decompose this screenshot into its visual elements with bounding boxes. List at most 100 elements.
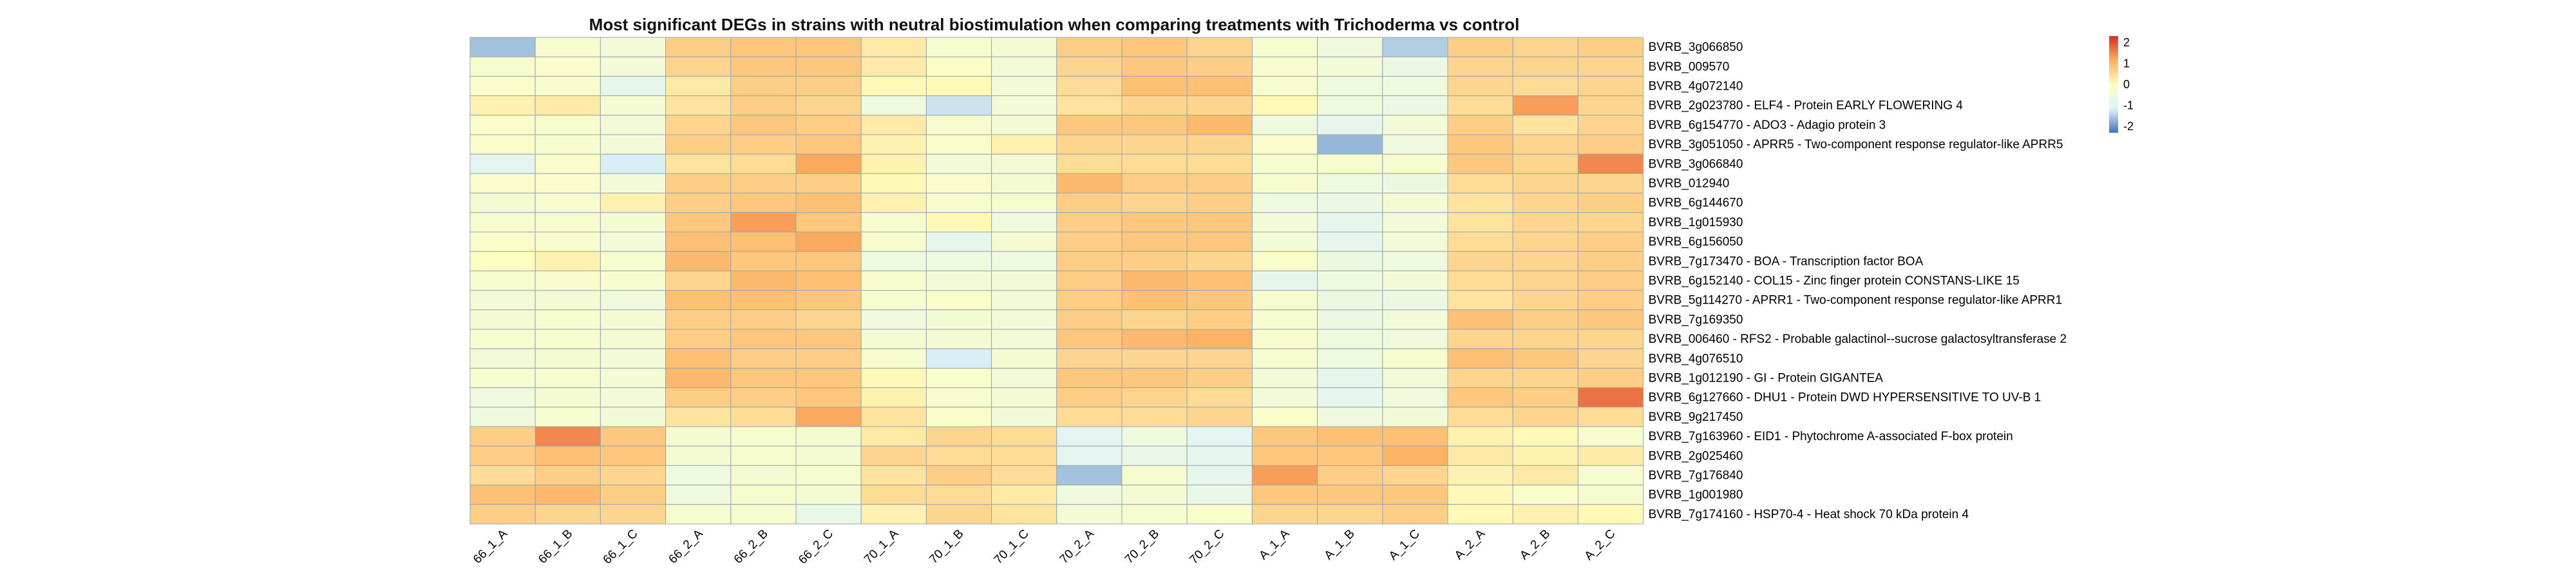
heatmap-cell <box>1577 348 1644 369</box>
heatmap-cell <box>600 75 667 97</box>
heatmap-cell <box>1251 173 1318 194</box>
heatmap-cell <box>925 465 992 486</box>
heatmap-cell <box>1577 37 1644 57</box>
heatmap-cell <box>795 153 862 174</box>
heatmap-cell <box>665 426 732 447</box>
heatmap-cell <box>1577 387 1644 408</box>
heatmap-cell <box>600 95 667 116</box>
heatmap-cell <box>730 251 797 271</box>
heatmap-cell <box>730 115 797 135</box>
row-labels: BVRB_3g066850 BVRB_009570 BVRB_4g072140 BVR… <box>1649 41 2067 521</box>
heatmap-cell <box>1251 115 1318 135</box>
heatmap-cell <box>1512 504 1578 525</box>
heatmap-cell <box>1121 37 1188 57</box>
heatmap-cell <box>1382 290 1448 311</box>
row-label: BVRB_7g174160 - HSP70-4 - Heat shock 70 … <box>1649 508 1969 521</box>
heatmap-cell <box>665 465 732 486</box>
heatmap-cell <box>600 485 667 505</box>
heatmap-cell <box>991 270 1057 291</box>
heatmap-cell <box>1121 504 1188 525</box>
heatmap-cell <box>860 153 927 174</box>
heatmap-cell <box>991 134 1057 155</box>
heatmap-cell <box>1056 37 1122 57</box>
heatmap-cell <box>1447 56 1513 77</box>
heatmap-cell <box>1577 407 1644 427</box>
heatmap-cell <box>535 290 601 311</box>
heatmap-cell <box>535 407 601 427</box>
heatmap-cell <box>730 231 797 252</box>
heatmap-cell <box>1186 329 1253 349</box>
heatmap-cell <box>535 367 601 389</box>
heatmap-cell <box>795 173 862 194</box>
heatmap-cell <box>665 193 732 213</box>
heatmap-cell <box>730 329 797 349</box>
heatmap-cell <box>1447 115 1513 135</box>
heatmap-cell <box>600 115 667 135</box>
heatmap-cell <box>1577 485 1644 505</box>
heatmap-cell <box>469 37 536 57</box>
heatmap-cell <box>795 348 862 369</box>
heatmap-cell <box>1056 251 1122 271</box>
heatmap-cell <box>1056 134 1122 155</box>
heatmap-cell <box>1056 231 1122 252</box>
heatmap-cell <box>925 329 992 349</box>
heatmap-cell <box>925 193 992 213</box>
heatmap-cell <box>1186 290 1253 311</box>
heatmap-cell <box>1317 426 1383 447</box>
heatmap-cell <box>730 465 797 486</box>
heatmap-cell <box>730 212 797 233</box>
heatmap-cell <box>1577 95 1644 116</box>
heatmap-cell <box>1382 445 1448 466</box>
heatmap-cell <box>925 75 992 97</box>
heatmap-cell <box>1056 95 1122 116</box>
heatmap-cell <box>925 173 992 194</box>
heatmap-cell <box>1447 329 1513 349</box>
legend-tick-label: 0 <box>2123 78 2130 91</box>
heatmap-cell <box>860 290 927 311</box>
legend-tick-label: 1 <box>2123 57 2130 70</box>
heatmap-cell <box>1121 367 1188 389</box>
heatmap-cell <box>1382 387 1448 408</box>
heatmap-cell <box>1512 348 1578 369</box>
heatmap-cell <box>535 153 601 174</box>
heatmap-cell <box>991 251 1057 271</box>
heatmap-cell <box>795 329 862 349</box>
heatmap-cell <box>665 37 732 57</box>
heatmap-cell <box>469 134 536 155</box>
column-label: 66_1_C <box>601 527 641 567</box>
heatmap-cell <box>860 387 927 408</box>
heatmap-cell <box>1121 153 1188 174</box>
heatmap-cell <box>535 465 601 486</box>
heatmap-cell <box>1186 367 1253 389</box>
heatmap-cell <box>1317 153 1383 174</box>
heatmap-cell <box>535 485 601 505</box>
heatmap-cell <box>1056 348 1122 369</box>
heatmap-cell <box>1056 56 1122 77</box>
heatmap-cell <box>1512 75 1578 97</box>
column-label: 66_1_B <box>536 527 575 566</box>
heatmap-cell <box>1056 309 1122 330</box>
heatmap-cell <box>1512 387 1578 408</box>
heatmap-cell <box>1186 485 1253 505</box>
heatmap-cell <box>925 115 992 135</box>
heatmap-cell <box>860 212 927 233</box>
heatmap-cell <box>665 290 732 311</box>
heatmap-cell <box>795 426 862 447</box>
column-label: 70_1_B <box>927 527 966 566</box>
heatmap-cell <box>1317 504 1383 525</box>
heatmap-cell <box>665 407 732 427</box>
heatmap-cell <box>600 309 667 330</box>
heatmap-cell <box>991 504 1057 525</box>
row-label: BVRB_7g176840 <box>1649 469 1743 483</box>
heatmap-cell <box>1447 445 1513 466</box>
heatmap-cell <box>1447 387 1513 408</box>
heatmap-cell <box>469 56 536 77</box>
heatmap-cell <box>535 56 601 77</box>
row-label: BVRB_006460 - RFS2 - Probable galactinol… <box>1649 333 2067 346</box>
heatmap-cell <box>925 37 992 57</box>
heatmap-cell <box>469 426 536 447</box>
row-label: BVRB_1g001980 <box>1649 488 1743 502</box>
heatmap-cell <box>1121 290 1188 311</box>
heatmap-cell <box>925 426 992 447</box>
column-label: 66_2_A <box>667 527 706 566</box>
